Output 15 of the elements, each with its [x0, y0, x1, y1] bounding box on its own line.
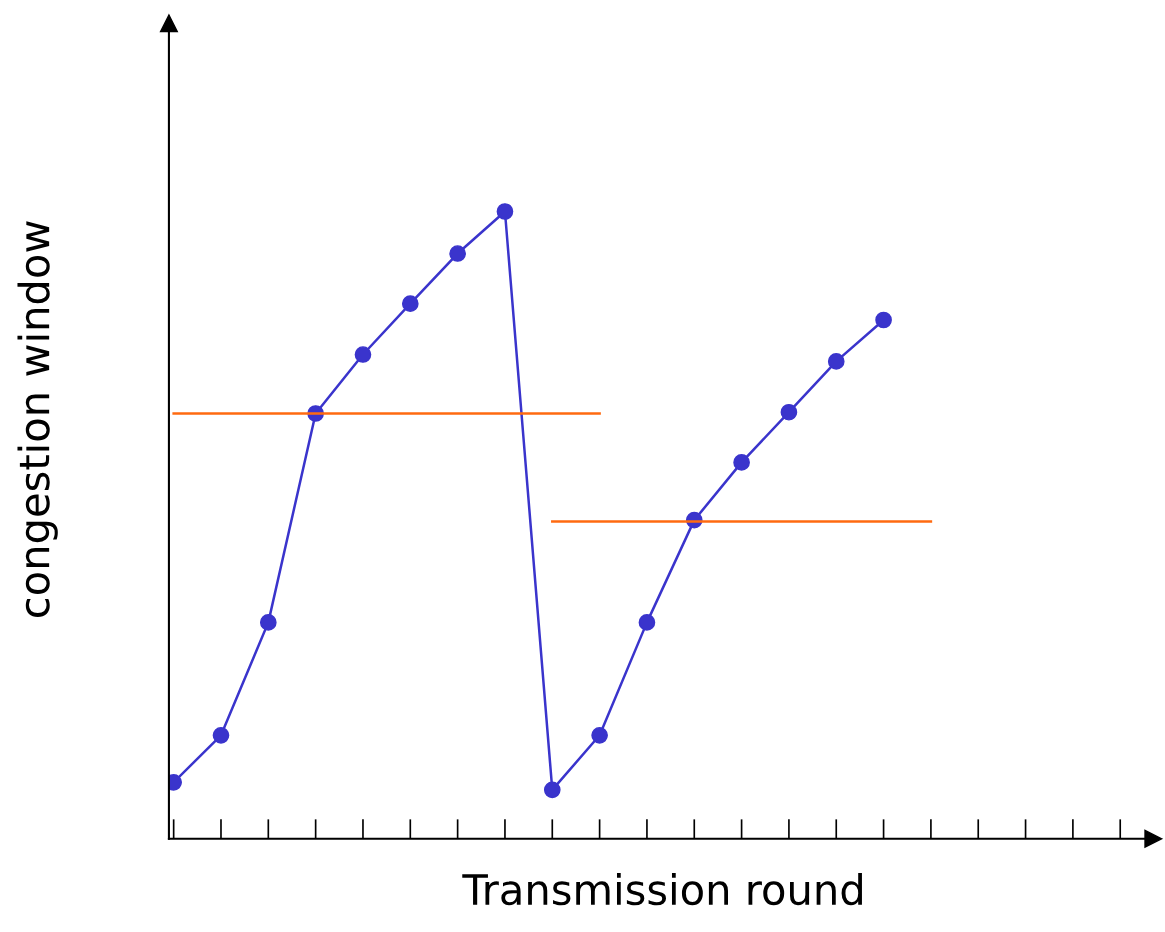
point — [827, 353, 845, 370]
point — [401, 295, 419, 313]
x-axis-title: Transmission round — [462, 873, 862, 906]
point — [638, 614, 656, 631]
point — [780, 403, 798, 421]
point — [591, 726, 608, 744]
point — [449, 245, 466, 262]
point — [543, 781, 561, 799]
point — [354, 346, 372, 363]
point — [733, 454, 750, 471]
point — [259, 614, 277, 631]
point — [212, 726, 230, 744]
point — [496, 203, 514, 220]
y-axis-title: congestion window — [17, 221, 58, 617]
point — [875, 311, 892, 329]
